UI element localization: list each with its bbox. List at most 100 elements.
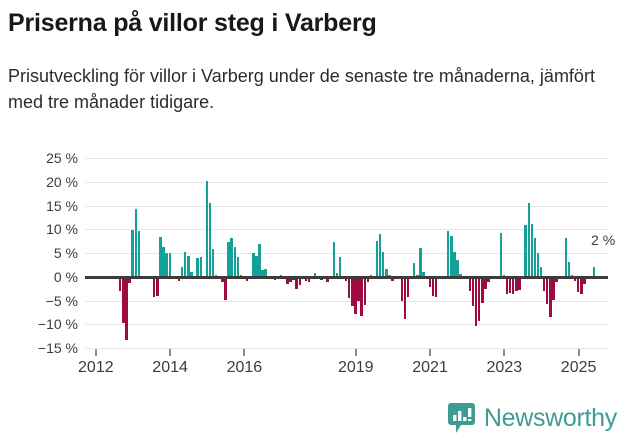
bar: [159, 237, 162, 277]
bar: [134, 209, 137, 277]
bar: [484, 276, 487, 289]
bar: [298, 276, 301, 286]
bar: [230, 238, 233, 277]
bar: [564, 237, 568, 277]
bar: [153, 276, 156, 298]
bar: [314, 272, 317, 277]
x-axis-tick-label: 2019: [337, 359, 374, 376]
x-axis-tick: [429, 349, 432, 356]
bar: [474, 276, 478, 327]
bar: [518, 276, 521, 290]
bar: [524, 224, 527, 277]
bar: [224, 276, 227, 301]
bar: [335, 273, 339, 277]
bar: [363, 276, 366, 306]
bar: [552, 276, 555, 300]
bar: [354, 276, 357, 314]
bar: [119, 276, 122, 292]
y-axis-labels: 25 % 20 % 15 % 10 % 5 % 0 % −5 % −10 % −15 %: [0, 151, 78, 355]
last-value-annotation: 2 %: [591, 232, 616, 248]
bar: [326, 276, 329, 282]
bar: [295, 276, 298, 289]
bar: [156, 276, 159, 296]
y-axis-tick-label: 0 %: [53, 268, 78, 285]
bar: [227, 242, 230, 277]
bar: [162, 246, 165, 277]
y-axis-tick-label: 20 %: [46, 173, 78, 190]
bar: [366, 276, 369, 282]
x-axis-line: [85, 348, 608, 349]
bar: [233, 247, 236, 277]
gridline: [85, 324, 608, 326]
bar: [180, 267, 184, 277]
bar: [413, 262, 416, 277]
page-title: Priserna på villor steg i Varberg: [8, 9, 377, 37]
x-axis: 2012 2014 2016 2019 2021 2023 2025: [78, 348, 608, 394]
bar: [481, 276, 484, 304]
x-axis-tick-label: 2021: [412, 359, 448, 376]
bar: [450, 235, 453, 277]
bar: [471, 276, 475, 306]
bar: [539, 267, 543, 277]
bar: [478, 276, 481, 321]
x-axis-tick-label: 2012: [78, 359, 114, 376]
bar: [527, 202, 530, 277]
bar: [252, 252, 255, 277]
bar: [351, 276, 354, 307]
y-axis-tick-label: 5 %: [53, 245, 78, 261]
bar: [307, 276, 311, 283]
bar: [508, 276, 512, 294]
gridline: [85, 158, 608, 159]
bar: [422, 272, 425, 277]
bar: [208, 202, 212, 277]
bar: [505, 276, 509, 295]
bar: [453, 251, 456, 277]
bar: [515, 276, 518, 291]
bar: [286, 276, 289, 284]
bar-series: [85, 158, 608, 348]
bar: [378, 233, 382, 277]
bar: [131, 230, 134, 277]
gridline: [85, 181, 608, 183]
plot-area: 2 %: [85, 158, 615, 349]
bar: [190, 272, 193, 277]
bar: [406, 276, 410, 297]
bar: [122, 276, 125, 324]
bar: [344, 276, 348, 282]
y-axis-tick-label: −10 %: [37, 316, 78, 333]
bar-chart-speech-bubble-icon: [447, 403, 475, 433]
bar: [332, 242, 335, 277]
bar: [530, 223, 534, 277]
bar: [546, 276, 549, 305]
bar: [567, 261, 571, 277]
gridline: [85, 300, 608, 302]
bar: [555, 276, 558, 282]
bar: [419, 247, 422, 277]
bar: [385, 269, 388, 277]
bar: [177, 276, 181, 282]
y-axis-tick-label: 25 %: [46, 150, 78, 166]
bar: [360, 276, 363, 317]
y-axis-tick-label: 10 %: [46, 221, 78, 238]
bar: [236, 256, 240, 277]
newsworthy-logo[interactable]: Newsworthy: [447, 403, 617, 433]
bar: [549, 276, 552, 318]
bar-chart: 25 % 20 % 15 % 10 % 5 % 0 % −5 % −10 % −15 % 2 %…: [0, 145, 631, 395]
footer: Newsworthy: [0, 399, 631, 439]
bar: [583, 276, 586, 284]
bar: [348, 276, 351, 298]
bar: [428, 276, 431, 288]
x-axis-tick: [169, 349, 172, 356]
bar: [168, 253, 171, 277]
bar: [338, 256, 342, 277]
bar: [434, 276, 438, 297]
bar: [261, 270, 264, 277]
bar: [137, 231, 140, 277]
bar: [403, 276, 407, 320]
bar: [592, 266, 595, 277]
x-axis-tick: [577, 349, 580, 356]
y-axis-tick-label: −15 %: [37, 340, 78, 356]
bar: [447, 230, 450, 277]
bar: [468, 276, 472, 291]
zero-axis-line: [85, 275, 608, 279]
